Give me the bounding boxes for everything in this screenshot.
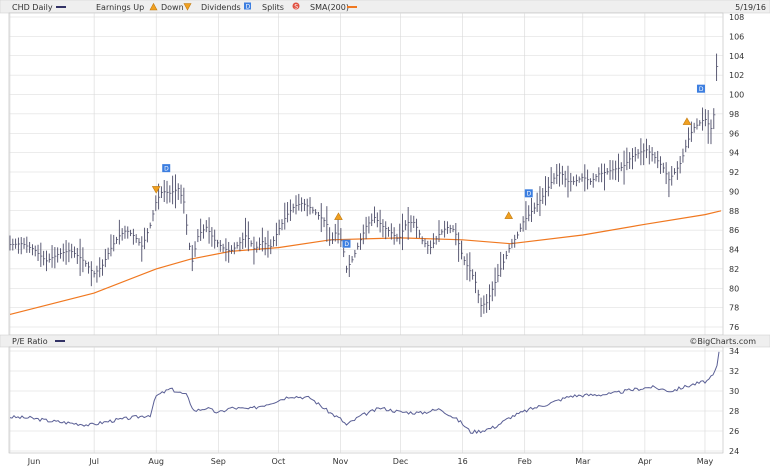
earnings-up-icon: [149, 2, 158, 11]
price-bars: [9, 53, 719, 318]
price-y-tick-label: 86: [729, 226, 739, 235]
pe-header: P/E Ratio ©BigCharts.com: [0, 334, 770, 348]
pe-y-tick-label: 32: [729, 367, 739, 376]
price-y-tick-label: 76: [729, 323, 739, 332]
pe-ratio-line: [9, 351, 720, 434]
price-panel: 767880828486889092949698100102104106108 …: [8, 12, 744, 336]
x-tick-label: Oct: [271, 457, 285, 466]
pe-y-tick-label: 24: [729, 447, 739, 456]
earnings-up-marker-icon: [334, 212, 343, 220]
sma-200-line: [9, 210, 722, 315]
x-tick-label: Feb: [518, 457, 532, 466]
bigcharts-credit: ©BigCharts.com: [689, 337, 756, 346]
x-tick-label: Mar: [575, 457, 591, 466]
x-tick-label: Aug: [148, 457, 164, 466]
price-y-tick-label: 96: [729, 129, 739, 138]
dividend-marker-glyph: D: [344, 241, 349, 248]
pe-y-tick-label: 26: [729, 427, 739, 436]
earnings-up-marker-icon: [504, 211, 514, 219]
price-y-tick-label: 102: [729, 71, 744, 80]
pe-y-tick-label: 34: [729, 347, 739, 356]
x-axis: Jun Jul Aug Sep Oct Nov Dec 16 Feb Mar Apr May: [27, 457, 714, 466]
x-tick-label: Sep: [211, 457, 226, 466]
chart-date: 5/19/16: [735, 3, 766, 12]
price-y-tick-label: 98: [729, 110, 739, 119]
dividend-marker-icon: [342, 239, 351, 248]
price-grid: [9, 13, 723, 335]
price-y-axis: 76 78 80 82 84 86 88 90 92 94 96 98 100 102 104 106 108: [729, 13, 744, 332]
price-y-tick-label: 100: [729, 91, 744, 100]
earnings-up-marker-icon: [682, 117, 692, 125]
pe-y-axis: 24 26 28 30 32 34: [729, 347, 739, 456]
price-y-tick-label: 78: [729, 304, 739, 313]
splits-icon-glyph: S: [294, 3, 298, 10]
price-y-tick-label: 80: [729, 284, 739, 293]
legend-bar: CHD Daily Earnings Up Down Dividends D S…: [0, 0, 770, 14]
ticker-label: CHD Daily: [12, 3, 53, 12]
pe-label: P/E Ratio: [12, 337, 48, 346]
price-y-tick-label: 104: [729, 52, 744, 61]
pe-panel: 24 26 28 30 32 34: [8, 346, 739, 456]
dividend-marker-glyph: D: [527, 191, 532, 198]
dividends-icon: [244, 2, 251, 10]
dividend-marker-glyph: D: [164, 165, 169, 172]
earnings-up-label: Earnings Up: [96, 3, 144, 12]
sma-label: SMA(200): [310, 3, 349, 12]
pe-y-tick-label: 30: [729, 387, 739, 396]
splits-label: Splits: [262, 3, 284, 12]
x-tick-label: 16: [458, 457, 468, 466]
price-y-tick-label: 92: [729, 168, 739, 177]
pe-y-tick-label: 28: [729, 407, 739, 416]
price-y-tick-label: 94: [729, 149, 739, 158]
splits-icon: [292, 2, 300, 10]
price-y-tick-label: 106: [729, 32, 744, 41]
x-tick-label: Jul: [88, 457, 99, 466]
x-tick-label: Apr: [638, 457, 653, 466]
dividend-marker-icon: [524, 189, 533, 198]
dividend-marker-glyph: D: [699, 86, 704, 93]
price-y-tick-label: 84: [729, 246, 739, 255]
price-y-tick-label: 108: [729, 13, 744, 22]
event-markers: D D D D: [151, 84, 705, 248]
x-tick-label: May: [697, 457, 714, 466]
x-tick-label: Dec: [393, 457, 408, 466]
earnings-down-icon: [183, 3, 192, 11]
dividends-label: Dividends: [201, 3, 241, 12]
pe-grid: [9, 347, 723, 453]
earnings-down-label: Down: [161, 3, 184, 12]
price-y-tick-label: 90: [729, 187, 739, 196]
earnings-down-marker-icon: [151, 186, 161, 194]
dividend-marker-icon: [162, 164, 171, 173]
price-y-tick-label: 82: [729, 265, 739, 274]
dividend-marker-icon: [696, 84, 705, 93]
dividends-icon-glyph: D: [246, 4, 251, 11]
x-tick-label: Nov: [333, 457, 349, 466]
price-y-tick-label: 88: [729, 207, 739, 216]
x-tick-label: Jun: [27, 457, 41, 466]
